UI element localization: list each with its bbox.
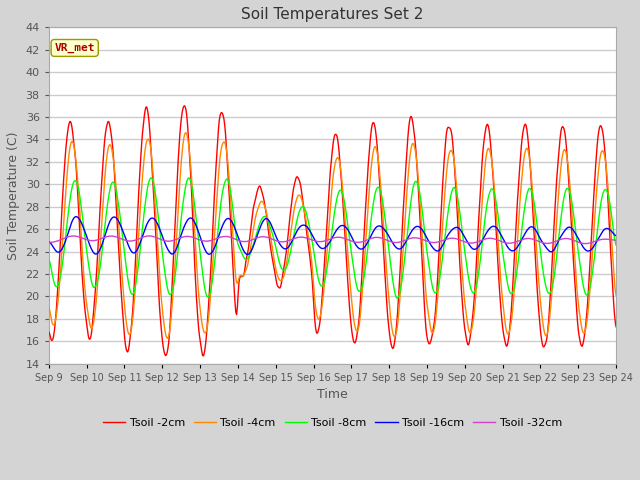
- Legend: Tsoil -2cm, Tsoil -4cm, Tsoil -8cm, Tsoil -16cm, Tsoil -32cm: Tsoil -2cm, Tsoil -4cm, Tsoil -8cm, Tsoi…: [99, 413, 566, 432]
- Tsoil -16cm: [403, 237, 411, 242]
- Text: VR_met: VR_met: [54, 43, 95, 53]
- Line: Tsoil -4cm: Tsoil -4cm: [49, 133, 616, 338]
- Tsoil -2cm: [180, 103, 188, 108]
- Line: Tsoil -2cm: Tsoil -2cm: [49, 106, 616, 356]
- Tsoil -2cm: [55, 264, 63, 270]
- Tsoil -16cm: [55, 249, 63, 255]
- Tsoil -32cm: [45, 240, 52, 245]
- Tsoil -2cm: [200, 353, 207, 359]
- Tsoil -2cm: [113, 225, 121, 230]
- Tsoil -4cm: [612, 292, 620, 298]
- Line: Tsoil -16cm: Tsoil -16cm: [49, 216, 616, 254]
- Tsoil -16cm: [172, 247, 180, 253]
- Tsoil -8cm: [55, 279, 63, 285]
- Line: Tsoil -32cm: Tsoil -32cm: [49, 236, 616, 243]
- Tsoil -4cm: [403, 188, 411, 193]
- Tsoil -32cm: [145, 233, 153, 239]
- Tsoil -2cm: [612, 324, 620, 330]
- Tsoil -4cm: [55, 288, 63, 294]
- Tsoil -4cm: [163, 336, 171, 341]
- Tsoil -16cm: [115, 217, 122, 223]
- Tsoil -16cm: [420, 229, 428, 235]
- Tsoil -2cm: [403, 146, 411, 152]
- Tsoil -8cm: [113, 194, 121, 200]
- Tsoil -4cm: [113, 203, 121, 208]
- Tsoil -2cm: [420, 288, 428, 294]
- Tsoil -2cm: [45, 329, 52, 335]
- X-axis label: Time: Time: [317, 388, 348, 401]
- Tsoil -32cm: [202, 238, 210, 244]
- Tsoil -16cm: [612, 233, 620, 239]
- Tsoil -4cm: [420, 256, 428, 262]
- Tsoil -32cm: [172, 237, 180, 242]
- Tsoil -32cm: [113, 234, 121, 240]
- Tsoil -16cm: [202, 249, 210, 254]
- Y-axis label: Soil Temperature (C): Soil Temperature (C): [7, 131, 20, 260]
- Tsoil -32cm: [403, 237, 410, 243]
- Tsoil -8cm: [394, 295, 401, 301]
- Tsoil -8cm: [147, 175, 155, 181]
- Tsoil -4cm: [45, 304, 52, 310]
- Tsoil -4cm: [203, 327, 211, 333]
- Tsoil -8cm: [202, 290, 210, 296]
- Tsoil -8cm: [172, 267, 180, 273]
- Tsoil -16cm: [244, 252, 252, 257]
- Tsoil -4cm: [172, 248, 180, 254]
- Tsoil -16cm: [45, 239, 52, 245]
- Tsoil -4cm: [182, 130, 189, 136]
- Tsoil -2cm: [171, 222, 179, 228]
- Tsoil -8cm: [612, 242, 620, 248]
- Title: Soil Temperatures Set 2: Soil Temperatures Set 2: [241, 7, 424, 22]
- Tsoil -8cm: [45, 257, 52, 263]
- Tsoil -32cm: [419, 237, 427, 242]
- Tsoil -16cm: [72, 214, 80, 219]
- Tsoil -2cm: [203, 331, 211, 336]
- Tsoil -32cm: [55, 238, 63, 243]
- Tsoil -8cm: [403, 234, 411, 240]
- Line: Tsoil -8cm: Tsoil -8cm: [49, 178, 616, 298]
- Tsoil -8cm: [420, 220, 428, 226]
- Tsoil -32cm: [582, 240, 589, 246]
- Tsoil -32cm: [612, 237, 620, 243]
